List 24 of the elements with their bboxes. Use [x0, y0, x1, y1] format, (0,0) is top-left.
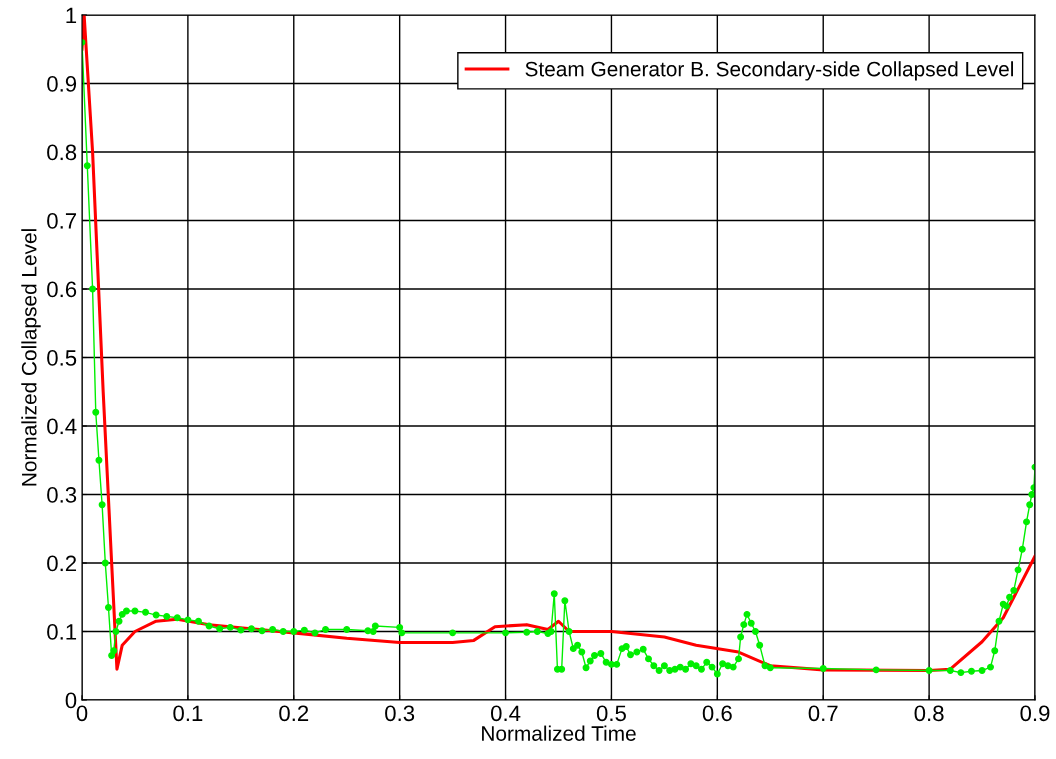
y-tick-label: 0.9: [47, 76, 77, 92]
y-tick-label: 0.5: [47, 350, 77, 366]
y-tick-label: 0.1: [47, 624, 77, 640]
x-tick-label: 0.6: [702, 705, 732, 722]
x-tick-label: 0.8: [914, 705, 944, 722]
x-tick-label: 0.1: [173, 705, 203, 722]
y-tick-label: 0: [65, 692, 77, 709]
y-tick-label: 1: [66, 7, 77, 24]
y-tick-label: 0.4: [47, 418, 77, 435]
x-tick-label: 0.3: [385, 705, 415, 722]
x-axis-title: Normalized Time: [482, 725, 636, 741]
y-tick-label: 0.8: [47, 144, 77, 161]
y-tick-label: 0.6: [47, 281, 77, 298]
x-tick-label: 0.7: [808, 705, 838, 722]
y-axis-title: Normalized Collapsed Level: [21, 229, 41, 486]
x-tick-label: 0.2: [279, 705, 309, 722]
x-tick-label: 0: [76, 705, 88, 722]
y-tick-label: 0.3: [47, 487, 77, 503]
x-tick-label: 0.9: [1020, 705, 1050, 722]
y-tick-label: 0.7: [47, 213, 77, 229]
y-tick-label: 0.2: [47, 555, 77, 572]
x-tick-label: 0.5: [596, 705, 626, 722]
legend-label: Steam Generator B. Secondary-side Collapsed Level: [525, 61, 1013, 81]
x-tick-label: 0.4: [490, 705, 521, 722]
